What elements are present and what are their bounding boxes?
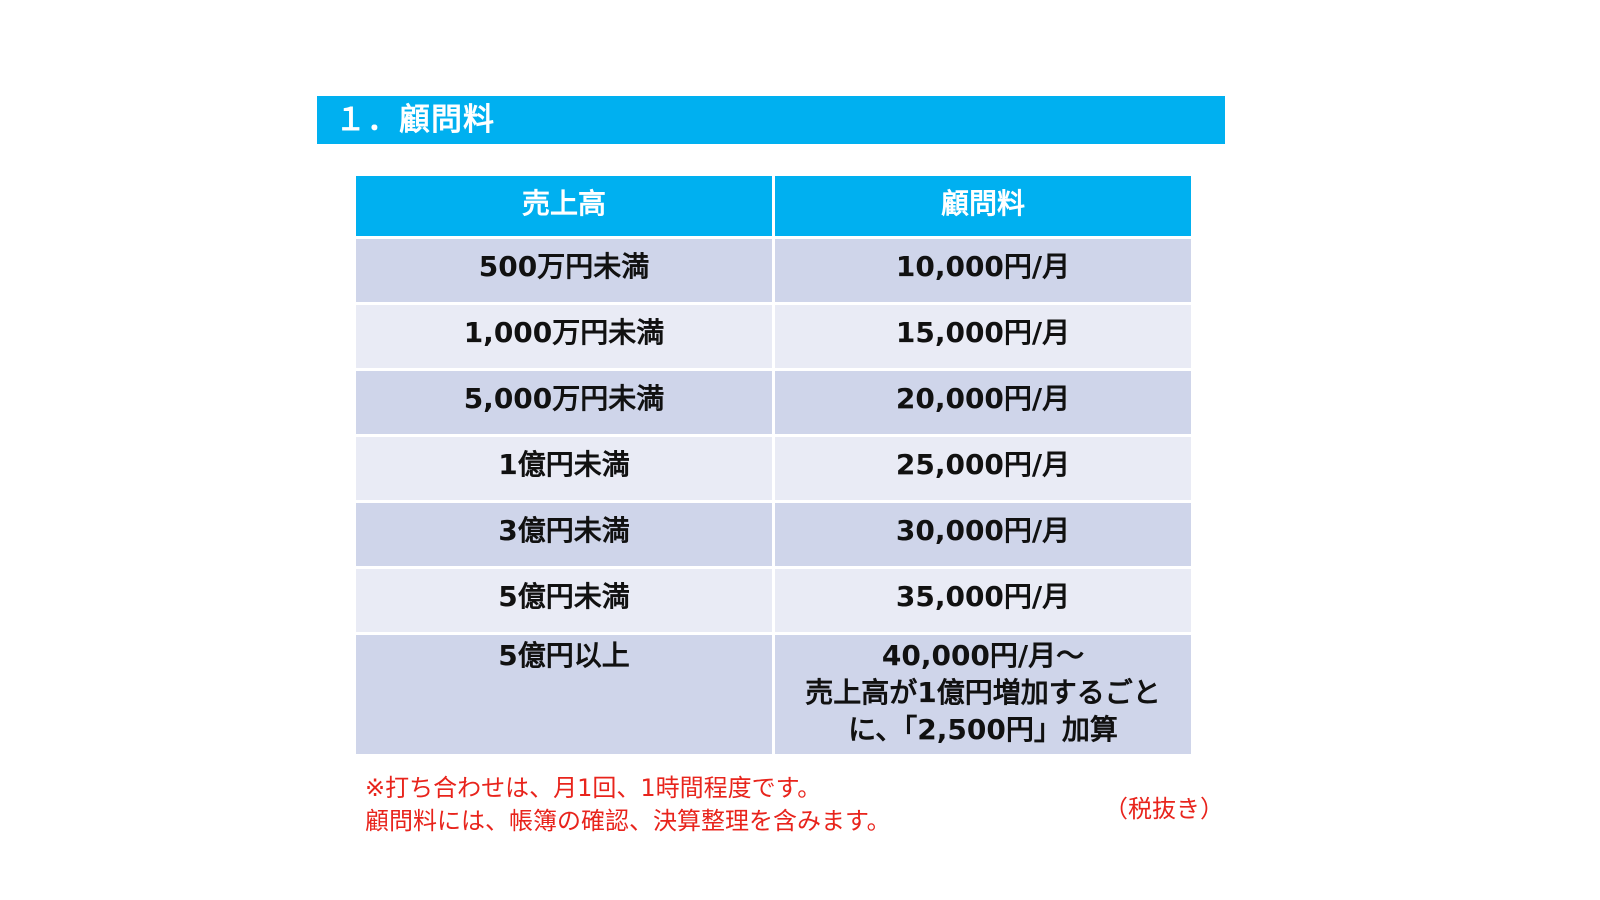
fee-cell: 20,000円/月 [772,368,1194,437]
fee-line: 40,000円/月～ [881,639,1085,672]
note-line: 顧問料には、帳簿の確認、決算整理を含みます。 [365,807,891,835]
table-row: 5億円以上 40,000円/月～ 売上高が1億円増加するごと に、「2,500円… [353,632,1194,757]
table-row: 1億円未満 25,000円/月 [353,434,1194,503]
notes: ※打ち合わせは、月1回、1時間程度です。 顧問料には、帳簿の確認、決算整理を含み… [365,772,891,838]
fee-table: 売上高 顧問料 500万円未満 10,000円/月 1,000万円未満 15,0… [353,173,1194,757]
note-line: ※打ち合わせは、月1回、1時間程度です。 [365,774,822,802]
sales-cell: 500万円未満 [353,236,775,305]
fee-cell: 35,000円/月 [772,566,1194,635]
sales-cell: 1億円未満 [353,434,775,503]
column-header-sales: 売上高 [353,173,775,239]
fee-cell: 25,000円/月 [772,434,1194,503]
fee-cell: 30,000円/月 [772,500,1194,569]
sales-cell: 5,000万円未満 [353,368,775,437]
fee-cell: 10,000円/月 [772,236,1194,305]
sales-cell: 5億円以上 [353,632,775,757]
section-title: １．顧問料 [317,96,1225,144]
sales-cell: 1,000万円未満 [353,302,775,371]
column-header-fee: 顧問料 [772,173,1194,239]
table-header-row: 売上高 顧問料 [353,173,1194,239]
fee-line: に、「2,500円」加算 [848,713,1118,746]
table-row: 5億円未満 35,000円/月 [353,566,1194,635]
tax-note: （税抜き） [1104,795,1224,823]
fee-cell: 15,000円/月 [772,302,1194,371]
sales-cell: 3億円未満 [353,500,775,569]
table-row: 3億円未満 30,000円/月 [353,500,1194,569]
sales-cell: 5億円未満 [353,566,775,635]
fee-cell-multiline: 40,000円/月～ 売上高が1億円増加するごと に、「2,500円」加算 [772,632,1194,757]
table-row: 5,000万円未満 20,000円/月 [353,368,1194,437]
fee-line: 売上高が1億円増加するごと [805,676,1161,709]
table-row: 1,000万円未満 15,000円/月 [353,302,1194,371]
table-row: 500万円未満 10,000円/月 [353,236,1194,305]
